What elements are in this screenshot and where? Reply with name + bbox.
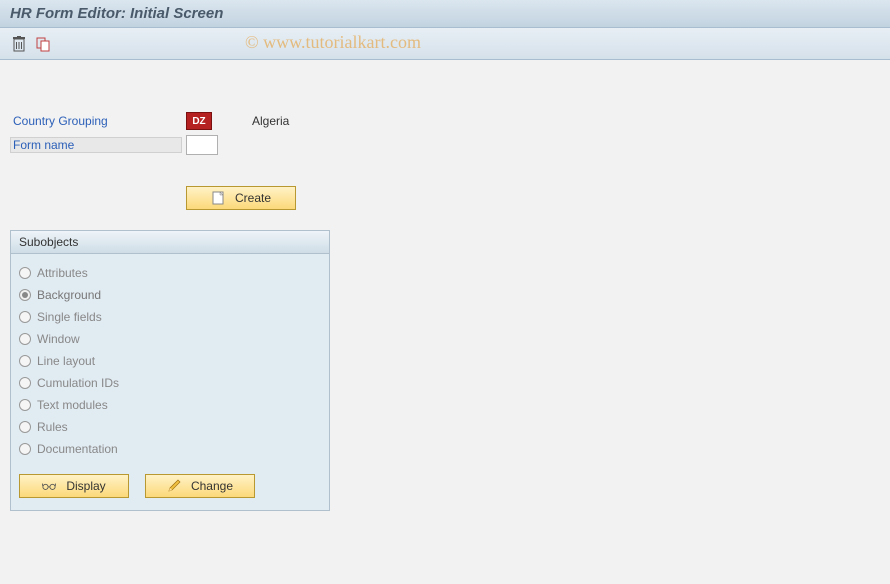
radio-icon (19, 443, 31, 455)
radio-label: Single fields (37, 310, 102, 324)
radio-label: Attributes (37, 266, 88, 280)
radio-label: Window (37, 332, 80, 346)
country-grouping-label[interactable]: Country Grouping (10, 113, 182, 129)
display-button[interactable]: Display (19, 474, 129, 498)
country-code-badge[interactable]: DZ (186, 112, 212, 130)
radio-text-modules[interactable]: Text modules (19, 394, 321, 416)
radio-label: Background (37, 288, 101, 302)
country-grouping-row: Country Grouping DZ Algeria (10, 110, 880, 132)
radio-rules[interactable]: Rules (19, 416, 321, 438)
form-name-row: Form name (10, 134, 880, 156)
display-button-label: Display (66, 479, 105, 493)
radio-icon (19, 333, 31, 345)
page-title: HR Form Editor: Initial Screen (10, 5, 223, 22)
radio-attributes[interactable]: Attributes (19, 262, 321, 284)
radio-icon (19, 421, 31, 433)
radio-icon (19, 289, 31, 301)
create-button-label: Create (235, 191, 271, 205)
subobjects-group: Subobjects Attributes Background Single fi… (10, 230, 330, 511)
radio-label: Rules (37, 420, 68, 434)
radio-icon (19, 267, 31, 279)
title-bar: HR Form Editor: Initial Screen (0, 0, 890, 28)
radio-documentation[interactable]: Documentation (19, 438, 321, 460)
delete-icon[interactable] (10, 35, 28, 53)
change-button-label: Change (191, 479, 233, 493)
radio-label: Cumulation IDs (37, 376, 119, 390)
glasses-icon (42, 481, 56, 491)
radio-single-fields[interactable]: Single fields (19, 306, 321, 328)
subobjects-radio-list: Attributes Background Single fields Window L… (11, 254, 329, 462)
subobjects-header: Subobjects (11, 231, 329, 254)
radio-icon (19, 399, 31, 411)
radio-line-layout[interactable]: Line layout (19, 350, 321, 372)
change-button[interactable]: Change (145, 474, 255, 498)
radio-window[interactable]: Window (19, 328, 321, 350)
country-name-text: Algeria (252, 114, 289, 128)
create-button-row: Create (186, 186, 880, 210)
content-area: Country Grouping DZ Algeria Form name Cr… (0, 60, 890, 521)
radio-cumulation-ids[interactable]: Cumulation IDs (19, 372, 321, 394)
toolbar (0, 28, 890, 60)
subobjects-button-row: Display Change (11, 462, 329, 510)
radio-label: Text modules (37, 398, 108, 412)
radio-icon (19, 311, 31, 323)
radio-label: Documentation (37, 442, 118, 456)
radio-icon (19, 377, 31, 389)
form-name-label[interactable]: Form name (10, 137, 182, 153)
form-name-input[interactable] (186, 135, 218, 155)
pencil-icon (167, 479, 181, 493)
radio-label: Line layout (37, 354, 95, 368)
create-button[interactable]: Create (186, 186, 296, 210)
radio-background[interactable]: Background (19, 284, 321, 306)
copy-icon[interactable] (34, 35, 52, 53)
radio-icon (19, 355, 31, 367)
create-icon (211, 191, 225, 205)
